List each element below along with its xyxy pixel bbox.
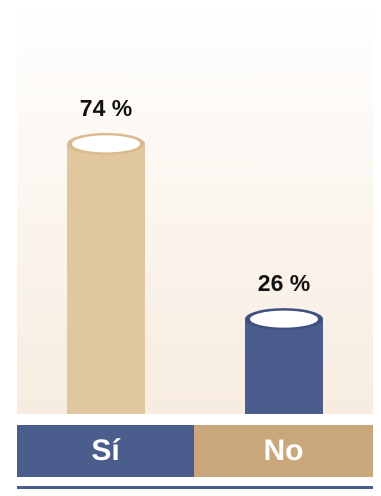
bar-top-opening-si <box>72 135 140 153</box>
bar-si <box>67 143 145 414</box>
legend-item-no: No <box>194 425 373 477</box>
bar-top-opening-no <box>250 310 318 328</box>
legend-label-no: No <box>263 434 304 467</box>
bottom-rule <box>17 486 373 489</box>
legend-label-si: Sí <box>91 434 120 467</box>
data-label-si: 74 % <box>80 95 132 121</box>
data-label-no: 26 % <box>258 270 310 296</box>
bar-no <box>245 319 323 414</box>
bars-layer: 74 % 26 % <box>67 95 323 414</box>
legend-item-si: Sí <box>17 425 194 477</box>
